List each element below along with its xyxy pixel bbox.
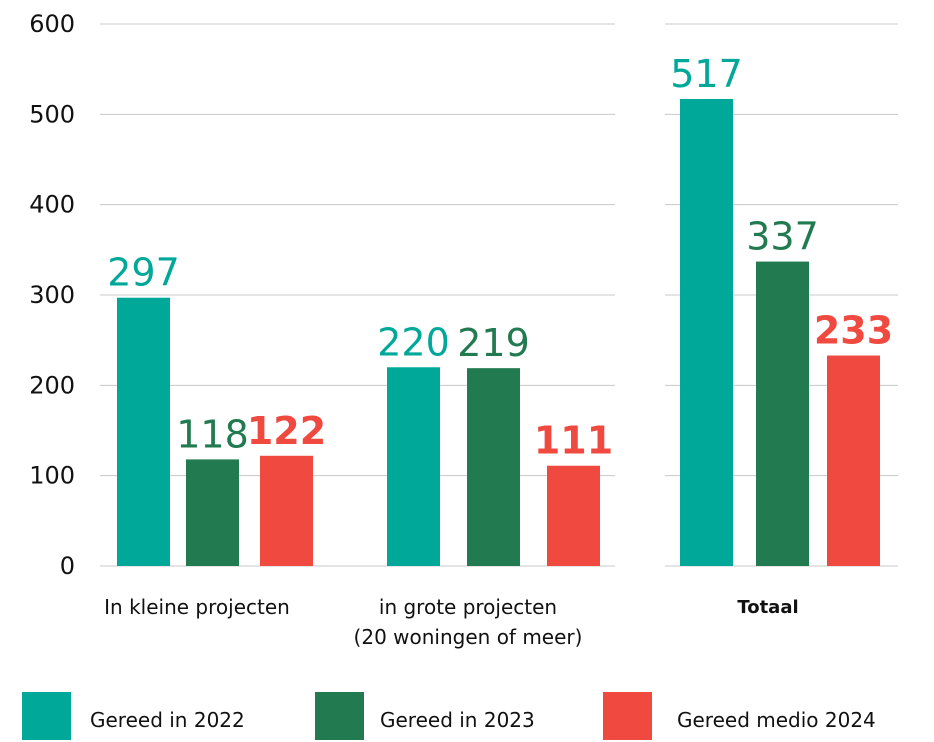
legend-label: Gereed medio 2024 — [677, 708, 876, 732]
bar — [387, 367, 440, 566]
bar — [467, 368, 520, 566]
bar — [117, 297, 170, 566]
y-tick-label: 300 — [29, 281, 75, 309]
bar — [260, 455, 313, 566]
legend-swatch — [315, 692, 364, 740]
legend-label: Gereed in 2023 — [380, 708, 535, 732]
y-tick-label: 500 — [29, 100, 75, 128]
y-tick-label: 400 — [29, 191, 75, 219]
bar — [680, 98, 733, 566]
x-tick-label: in grote projecten (20 woningen of meer) — [353, 595, 583, 649]
value-label: 122 — [247, 409, 326, 453]
value-label: 220 — [377, 320, 450, 364]
value-label: 517 — [670, 52, 743, 96]
value-label: 233 — [814, 309, 893, 353]
value-label: 337 — [746, 215, 819, 259]
bar — [547, 465, 600, 566]
x-tick-label: In kleine projecten — [104, 595, 290, 619]
x-tick-label: Totaal — [737, 597, 799, 618]
bar — [186, 459, 239, 566]
y-tick-label: 600 — [29, 10, 75, 38]
legend-swatch — [603, 692, 652, 740]
value-label: 111 — [534, 419, 613, 463]
value-label: 118 — [176, 412, 249, 456]
value-label: 297 — [107, 251, 180, 295]
y-tick-label: 0 — [60, 552, 75, 580]
bar — [827, 355, 880, 566]
y-tick-label: 100 — [29, 462, 75, 490]
bar — [756, 261, 809, 566]
legend-swatch — [22, 692, 71, 740]
y-tick-label: 200 — [29, 371, 75, 399]
legend-label: Gereed in 2022 — [90, 708, 245, 732]
value-label: 219 — [457, 321, 530, 365]
